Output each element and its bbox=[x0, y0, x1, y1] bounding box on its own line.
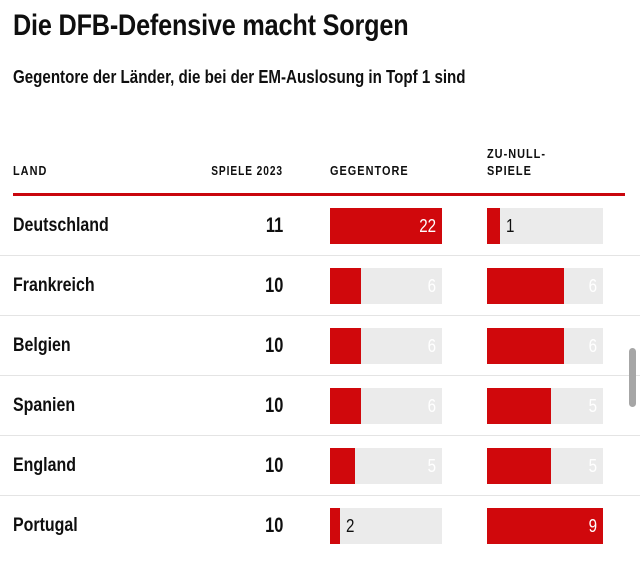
zunull-bar-fill bbox=[487, 387, 552, 424]
gegentore-bar-track: 22 bbox=[330, 207, 442, 244]
zunull-bar-track: 9 bbox=[487, 508, 603, 544]
gegentore-bar-fill bbox=[330, 207, 442, 244]
gegentore-bar: 6 bbox=[330, 387, 442, 424]
gegentore-value-label: 2 bbox=[346, 516, 355, 536]
zunull-value-label: 6 bbox=[588, 275, 597, 296]
gegentore-bar: 2 bbox=[330, 508, 442, 544]
zunull-bar-track: 5 bbox=[487, 447, 603, 484]
land-label: Portugal bbox=[13, 515, 178, 537]
zunull-bar: 5 bbox=[487, 387, 603, 424]
land-label: England bbox=[13, 455, 178, 477]
land-label-text: England bbox=[13, 454, 76, 476]
gegentore-bar: 22 bbox=[330, 207, 442, 244]
infographic: Die DFB-Defensive macht Sorgen Gegentore… bbox=[0, 8, 640, 556]
gegentore-bar-fill bbox=[330, 447, 356, 484]
spiele-value: 10 bbox=[178, 454, 283, 478]
spiele-value: 10 bbox=[178, 334, 283, 358]
gegentore-bar-track: 5 bbox=[330, 447, 442, 484]
zunull-value-label: 5 bbox=[588, 455, 597, 476]
land-label: Deutschland bbox=[13, 215, 178, 237]
zunull-bar-track: 5 bbox=[487, 387, 603, 424]
land-label: Belgien bbox=[13, 335, 178, 357]
spiele-value: 11 bbox=[178, 214, 283, 238]
column-header-gegentore: GEGENTORE bbox=[330, 163, 409, 178]
gegentore-bar: 6 bbox=[330, 267, 442, 304]
zunull-bar-fill bbox=[487, 267, 565, 304]
column-header-spiele: SPIELE 2023 bbox=[211, 163, 283, 178]
column-header-land: LAND bbox=[13, 163, 48, 178]
zunull-value-label: 9 bbox=[588, 516, 597, 536]
zunull-value-label: 6 bbox=[588, 335, 597, 356]
land-label-text: Deutschland bbox=[13, 214, 109, 236]
spiele-value: 10 bbox=[178, 514, 283, 538]
land-label-text: Belgien bbox=[13, 334, 71, 356]
spiele-value-text: 10 bbox=[264, 273, 283, 297]
gegentore-bar-fill bbox=[330, 387, 361, 424]
zunull-bar: 9 bbox=[487, 508, 603, 544]
table-row: Portugal 10 2 9 bbox=[0, 496, 640, 556]
spiele-value: 10 bbox=[178, 274, 283, 298]
scrollbar-thumb[interactable] bbox=[629, 348, 636, 407]
gegentore-value-label: 6 bbox=[427, 275, 436, 296]
land-label-text: Portugal bbox=[13, 515, 78, 536]
land-label: Frankreich bbox=[13, 275, 178, 297]
table-row: Frankreich 10 6 6 bbox=[0, 256, 640, 316]
gegentore-bar-track: 6 bbox=[330, 327, 442, 364]
land-label-text: Frankreich bbox=[13, 274, 95, 296]
zunull-bar-track: 1 bbox=[487, 207, 603, 244]
spiele-value: 10 bbox=[178, 394, 283, 418]
table-row: Spanien 10 6 5 bbox=[0, 376, 640, 436]
gegentore-bar-track: 2 bbox=[330, 508, 442, 544]
zunull-bar: 1 bbox=[487, 207, 603, 244]
gegentore-value-label: 22 bbox=[419, 215, 436, 236]
zunull-bar-track: 6 bbox=[487, 327, 603, 364]
zunull-bar: 6 bbox=[487, 267, 603, 304]
chart-title: Die DFB-Defensive macht Sorgen bbox=[13, 8, 640, 44]
gegentore-bar: 6 bbox=[330, 327, 442, 364]
land-label-text: Spanien bbox=[13, 394, 76, 416]
gegentore-bar-fill bbox=[330, 508, 341, 544]
table-body: Deutschland 11 22 1 Frankreich 10 6 bbox=[0, 196, 640, 556]
land-label: Spanien bbox=[13, 395, 178, 417]
zunull-bar-fill bbox=[487, 447, 552, 484]
gegentore-bar-track: 6 bbox=[330, 267, 442, 304]
zunull-bar: 5 bbox=[487, 447, 603, 484]
spiele-value-text: 10 bbox=[264, 393, 283, 417]
chart-title-text: Die DFB-Defensive macht Sorgen bbox=[13, 9, 409, 42]
gegentore-bar-track: 6 bbox=[330, 387, 442, 424]
zunull-bar-fill bbox=[487, 508, 603, 544]
table-header-row: LAND SPIELE 2023 GEGENTORE ZU-NULL- SPIE… bbox=[0, 89, 640, 193]
table-row: Belgien 10 6 6 bbox=[0, 316, 640, 376]
gegentore-value-label: 6 bbox=[427, 335, 436, 356]
column-header-zunull: ZU-NULL- SPIELE bbox=[487, 146, 547, 178]
header-rule bbox=[13, 193, 625, 196]
zunull-value-label: 1 bbox=[506, 215, 515, 236]
gegentore-bar-fill bbox=[330, 327, 361, 364]
zunull-bar-track: 6 bbox=[487, 267, 603, 304]
zunull-value-label: 5 bbox=[588, 395, 597, 416]
table-row: Deutschland 11 22 1 bbox=[0, 196, 640, 256]
chart-subtitle-text: Gegentore der Länder, die bei der EM-Aus… bbox=[13, 67, 466, 87]
gegentore-value-label: 5 bbox=[427, 455, 436, 476]
spiele-value-text: 10 bbox=[264, 453, 283, 477]
spiele-value-text: 11 bbox=[265, 213, 283, 237]
gegentore-bar: 5 bbox=[330, 447, 442, 484]
gegentore-bar-fill bbox=[330, 267, 361, 304]
chart-subtitle: Gegentore der Länder, die bei der EM-Aus… bbox=[13, 65, 640, 89]
gegentore-value-label: 6 bbox=[427, 395, 436, 416]
spiele-value-text: 10 bbox=[264, 333, 283, 357]
zunull-bar-fill bbox=[487, 207, 500, 244]
table-row: England 10 5 5 bbox=[0, 436, 640, 496]
zunull-bar-fill bbox=[487, 327, 565, 364]
spiele-value-text: 10 bbox=[264, 514, 283, 537]
zunull-bar: 6 bbox=[487, 327, 603, 364]
